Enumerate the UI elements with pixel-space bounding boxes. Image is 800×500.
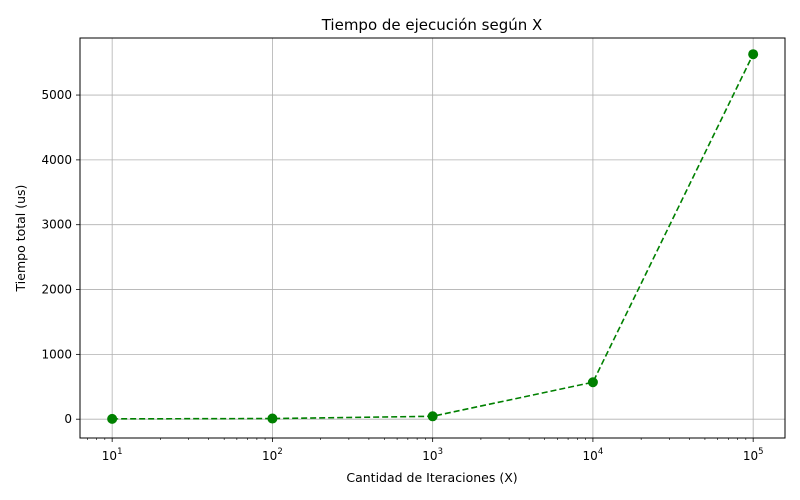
data-point (427, 411, 438, 422)
y-axis: 0 1000 2000 3000 4000 5000 (41, 88, 80, 426)
x-tick-label: 101 (102, 447, 123, 463)
data-point (267, 413, 278, 424)
x-tick-label: 103 (422, 447, 443, 463)
y-tick-label: 3000 (41, 218, 72, 232)
plot-series (107, 49, 759, 424)
chart-title: Tiempo de ejecución según X (321, 16, 543, 34)
y-tick-label: 0 (64, 412, 72, 426)
x-axis-label: Cantidad de Iteraciones (X) (346, 470, 517, 485)
y-tick-label: 5000 (41, 88, 72, 102)
data-point (748, 49, 759, 60)
y-axis-label: Tiempo total (us) (13, 185, 28, 293)
x-tick-label: 105 (743, 447, 764, 463)
x-tick-label: 104 (583, 447, 604, 463)
x-axis: 101 102 103 104 105 (87, 438, 764, 463)
x-tick-label: 102 (262, 447, 283, 463)
y-tick-label: 2000 (41, 283, 72, 297)
y-tick-label: 1000 (41, 347, 72, 361)
data-point (587, 377, 598, 388)
data-point (107, 413, 118, 424)
y-tick-label: 4000 (41, 153, 72, 167)
